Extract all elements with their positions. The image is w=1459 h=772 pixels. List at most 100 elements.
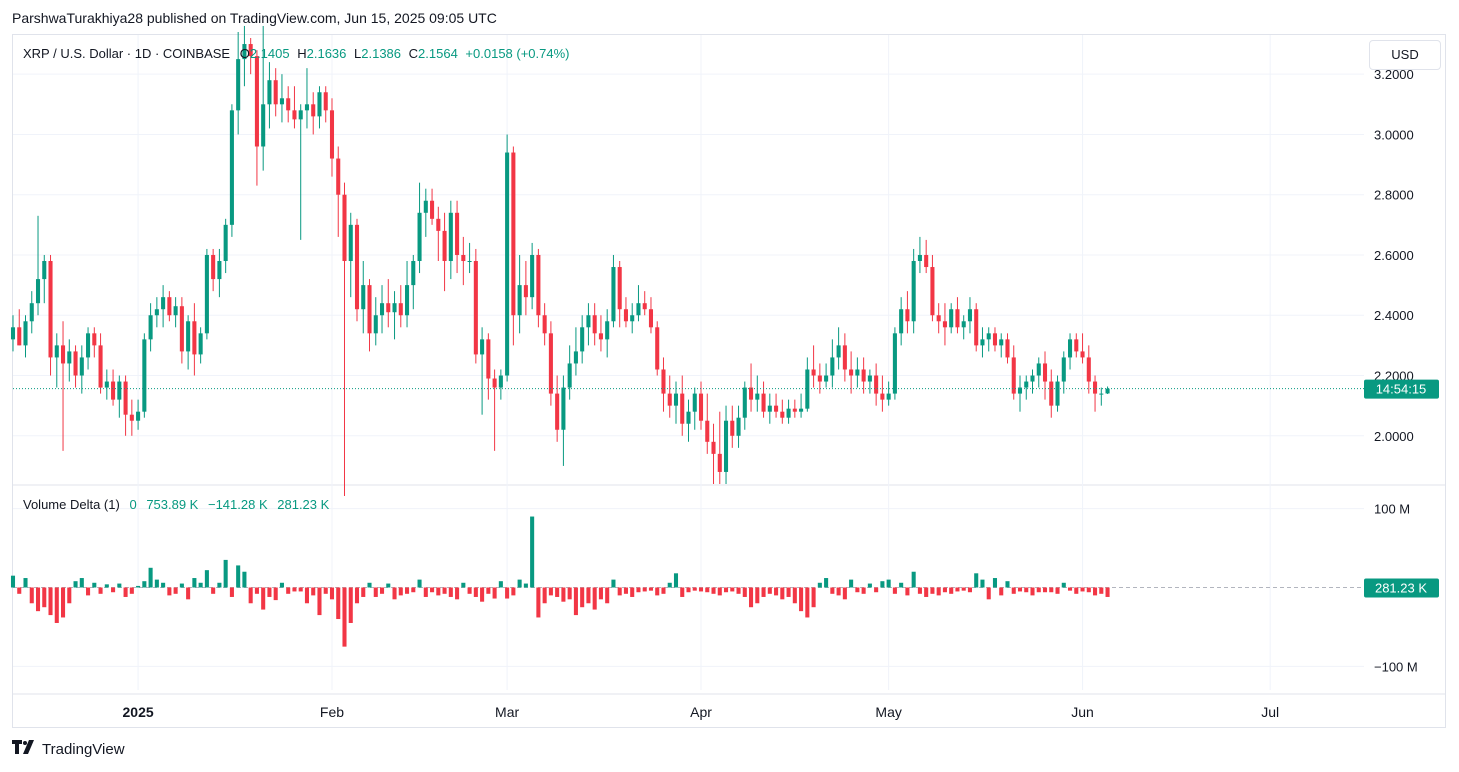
candle-body [286,98,291,111]
volume-bar [1055,587,1060,594]
footer-branding[interactable]: TradingView [12,740,125,759]
candle-body [1055,381,1060,406]
candle-body [411,261,416,286]
candle-body [1080,351,1085,358]
volume-bar [161,582,166,588]
candle-body [173,306,178,316]
candle-body [492,378,497,388]
candle-body [580,327,585,352]
volume-bar [142,581,147,588]
high-value: 2.1636 [306,46,347,61]
volume-bar [1017,587,1023,592]
candle-body [723,420,729,472]
volume-tick-label: 100 M [1374,502,1410,517]
volume-bar [329,587,335,600]
volume-bar [17,587,22,594]
candle-body [405,285,410,316]
candle-body [974,309,979,346]
candle-body [17,327,22,346]
volume-bar [730,587,735,592]
candlestick-series [10,25,1364,497]
candle-body [417,212,422,262]
currency-button[interactable]: USD [1369,40,1441,70]
candle-body [23,321,28,346]
volume-bar [630,587,635,597]
volume-value-3: 281.23 K [277,497,330,512]
candle-body [1017,387,1023,394]
volume-bar [229,587,234,597]
chart-frame[interactable] [12,34,1446,728]
volume-bar [817,582,822,588]
candle-body [430,200,435,219]
candle-body [336,158,341,195]
candle-body [511,152,516,316]
candle-body [1036,363,1041,376]
candle-body [924,254,929,268]
volume-bar [379,587,385,594]
candle-body [167,297,172,316]
volume-bar [35,587,41,612]
volume-bar [461,582,466,588]
candle-body [523,285,528,298]
candle-body [98,345,103,388]
volume-bar [824,578,829,588]
candle-body [517,285,522,316]
symbol-legend[interactable]: XRP / U.S. Dollar · 1D · COINBASE O2.140… [23,46,570,61]
candle-body [367,285,372,334]
volume-value-0: 0 [129,497,137,512]
candle-body [392,303,397,313]
candle-body [161,297,166,310]
volume-bar [799,587,804,612]
candle-body [261,104,266,147]
volume-bar [917,587,922,594]
volume-bar [961,587,966,591]
candle-body [917,254,922,262]
volume-legend[interactable]: Volume Delta (1) 0 753.89 K −141.28 K 28… [23,497,329,512]
candle-body [423,200,428,213]
volume-bar [173,587,178,594]
volume-bar [855,587,860,593]
candle-body [874,375,879,394]
volume-bar [286,587,291,594]
volume-bar [1024,587,1029,593]
volume-bar [242,571,247,588]
candle-body [204,254,209,334]
volume-bar [548,587,553,596]
volume-bar [42,587,47,608]
volume-bar [698,587,704,592]
volume-bar [104,584,109,588]
volume-bar [273,587,278,601]
volume-bar [617,587,622,596]
volume-bar [29,587,34,604]
candle-body [786,408,791,418]
volume-bar [73,581,78,588]
volume-bar [642,587,647,592]
candle-body [830,357,835,376]
candle-body [192,321,197,355]
candle-body [79,357,84,376]
candle-body [667,393,672,406]
candle-body [936,315,941,322]
candle-body [636,303,641,316]
candle-body [561,387,566,430]
candle-body [774,405,779,412]
candle-body [886,393,891,400]
volume-bar [774,587,779,596]
volume-bar [536,587,541,618]
volume-bar [480,587,485,602]
volume-bar [911,571,916,588]
candle-body [1024,381,1029,388]
volume-bar [336,587,341,620]
candle-body [555,393,560,430]
candle-body [142,339,147,412]
candle-body [361,285,366,310]
candle-body [54,345,59,358]
candle-body [548,333,553,394]
candle-body [811,369,816,376]
candle-body [186,321,191,352]
volume-bar [661,587,666,594]
volume-bar [92,582,97,588]
candle-body [67,351,72,364]
candle-body [1086,357,1091,382]
